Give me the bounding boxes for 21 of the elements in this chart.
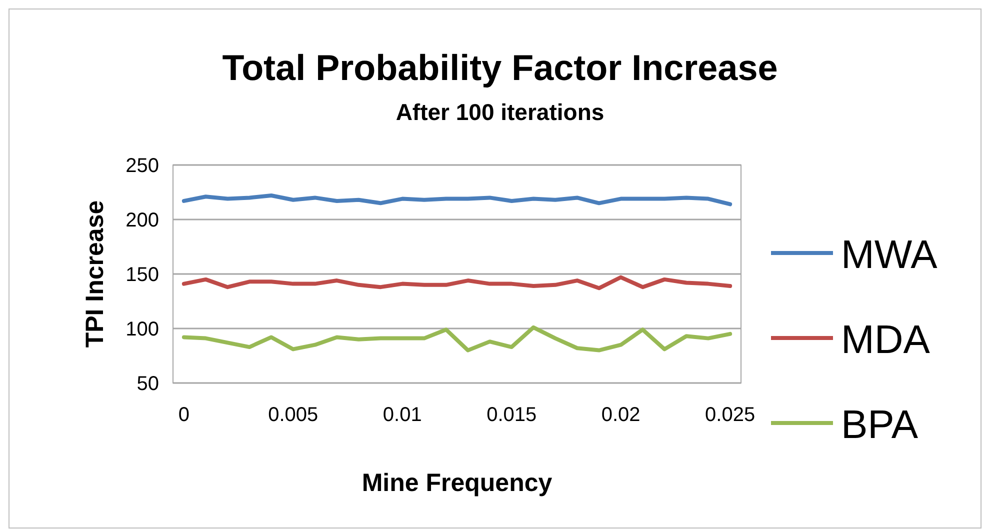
legend-label: MWA bbox=[841, 233, 938, 277]
y-tick-label: 100 bbox=[126, 318, 159, 340]
x-tick-label: 0.01 bbox=[382, 404, 422, 426]
chart-subtitle: After 100 iterations bbox=[396, 99, 604, 125]
y-axis-title: TPI Increase bbox=[81, 200, 109, 348]
legend-label: MDA bbox=[841, 318, 930, 362]
y-tick-label: 200 bbox=[126, 210, 159, 232]
x-tick-label: 0.02 bbox=[601, 404, 640, 426]
x-tick-label: 0.015 bbox=[486, 404, 537, 426]
chart-title: Total Probability Factor Increase bbox=[222, 47, 778, 88]
line-series bbox=[182, 325, 732, 352]
x-axis-title: Mine Frequency bbox=[362, 469, 552, 497]
legend-label: BPA bbox=[841, 403, 918, 447]
line-series bbox=[182, 194, 732, 206]
x-tick-label: 0.005 bbox=[268, 404, 318, 426]
line-series bbox=[182, 275, 732, 290]
x-tick-label: 0 bbox=[178, 404, 190, 426]
y-tick-label: 250 bbox=[126, 155, 159, 177]
y-tick-label: 50 bbox=[136, 373, 159, 395]
y-tick-label: 150 bbox=[126, 264, 159, 286]
x-tick-label: 0.025 bbox=[705, 404, 756, 426]
